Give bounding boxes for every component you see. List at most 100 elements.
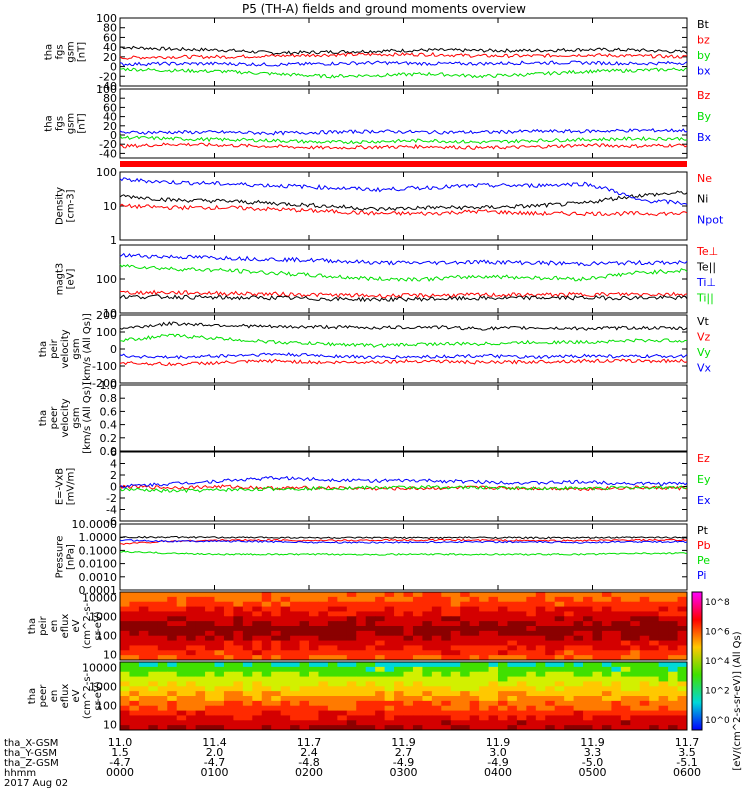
heatmap-cell — [365, 671, 376, 678]
heatmap-cell — [507, 725, 518, 731]
heatmap-cell — [120, 596, 130, 603]
heatmap-cell — [507, 686, 518, 692]
heatmap-cell — [233, 616, 244, 622]
heatmap-cell — [639, 696, 650, 702]
heatmap-cell — [186, 640, 197, 646]
heatmap-cell — [167, 700, 178, 707]
heatmap-cell — [611, 606, 622, 612]
heatmap-cell — [620, 645, 631, 651]
heatmap-cell — [601, 710, 612, 716]
heatmap-cell — [554, 640, 565, 646]
heatmap-cell — [422, 645, 433, 651]
heatmap-cell — [431, 725, 442, 731]
heatmap-cell — [375, 686, 386, 692]
heatmap-cell — [498, 596, 508, 603]
heatmap-cell — [394, 601, 404, 608]
heatmap-cell — [299, 601, 310, 608]
heatmap-cell — [176, 681, 187, 687]
heatmap-cell — [412, 630, 423, 637]
heatmap-cell — [167, 705, 178, 712]
series-Ti⊥ — [119, 252, 688, 267]
heatmap-cell — [356, 616, 367, 622]
x-tick-value: -5.1 — [676, 756, 697, 769]
heatmap-cell — [394, 635, 404, 642]
heatmap-cell — [469, 626, 480, 632]
heatmap-cell — [309, 676, 319, 682]
heatmap-cell — [129, 725, 140, 731]
heatmap-cell — [450, 715, 461, 721]
heatmap-cell — [233, 662, 244, 668]
heatmap-cell — [280, 671, 291, 678]
heatmap-cell — [403, 671, 414, 678]
y-tick-label: 1000 — [89, 681, 117, 694]
heatmap-cell — [545, 700, 556, 707]
heatmap-cell — [299, 705, 310, 712]
heatmap-cell — [233, 601, 244, 608]
heatmap-cell — [431, 626, 442, 632]
heatmap-cell — [120, 645, 130, 651]
heatmap-cell — [346, 611, 357, 617]
legend-Ex: Ex — [697, 494, 711, 507]
heatmap-cell — [564, 710, 575, 716]
legend-Pt: Pt — [697, 524, 709, 537]
heatmap-cell — [157, 700, 168, 707]
heatmap-cell — [271, 676, 282, 682]
heatmap-cell — [658, 676, 669, 682]
x-tick-value: 11.9 — [580, 736, 605, 749]
heatmap-cell — [129, 640, 140, 646]
heatmap-cell — [677, 715, 688, 721]
heatmap-cell — [384, 606, 395, 612]
heatmap-cell — [526, 676, 537, 682]
heatmap-cell — [176, 691, 187, 697]
heatmap-cell — [412, 616, 423, 622]
heatmap-cell — [394, 616, 404, 622]
heatmap-cell — [545, 655, 556, 661]
heatmap-cell — [186, 671, 197, 678]
heatmap-cell — [384, 650, 395, 656]
heatmap-cell — [450, 696, 461, 702]
heatmap-cell — [356, 696, 367, 702]
heatmap-cell — [583, 700, 593, 707]
heatmap-cell — [337, 616, 348, 622]
heatmap-cell — [403, 650, 414, 656]
heatmap-cell — [280, 611, 291, 617]
heatmap-cell — [668, 725, 679, 731]
heatmap-cell — [620, 662, 631, 668]
heatmap-cell — [280, 686, 291, 692]
heatmap-cell — [214, 655, 225, 661]
heatmap-cell — [346, 662, 357, 668]
colorbar: 10^810^610^410^210^0 [eV/(cm^2-s-sr-eV)] … — [691, 591, 743, 771]
heatmap-cell — [564, 720, 575, 726]
heatmap-cell — [309, 621, 319, 627]
heatmap-cell — [327, 592, 338, 598]
heatmap-cell — [384, 596, 395, 603]
heatmap-cell — [346, 601, 357, 608]
heatmap-cell — [535, 715, 546, 721]
heatmap-cell — [488, 596, 499, 603]
heatmap-cell — [441, 696, 452, 702]
heatmap-cell — [488, 681, 499, 687]
heatmap-cell — [318, 700, 329, 707]
heatmap-cell — [167, 621, 178, 627]
heatmap-cell — [157, 710, 168, 716]
y-tick-label: 10 — [103, 648, 117, 661]
heatmap-cell — [488, 662, 499, 668]
heatmap-cell — [148, 650, 159, 656]
heatmap-cell — [290, 635, 301, 642]
heatmap-cell — [460, 676, 471, 682]
heatmap-cell — [290, 650, 301, 656]
heatmap-cell — [573, 705, 584, 712]
heatmap-cell — [205, 666, 215, 673]
heatmap-cell — [157, 592, 168, 598]
heatmap-cell — [205, 696, 215, 702]
heatmap-cell — [129, 710, 140, 716]
y-tick-label: 200 — [96, 309, 117, 322]
heatmap-cell — [261, 671, 272, 678]
heatmap-cell — [583, 671, 593, 678]
heatmap-cell — [441, 710, 452, 716]
heatmap-cell — [460, 611, 471, 617]
heatmap-cell — [677, 630, 688, 637]
heatmap-cell — [403, 705, 414, 712]
heatmap-cell — [356, 666, 367, 673]
heatmap-cell — [592, 626, 603, 632]
